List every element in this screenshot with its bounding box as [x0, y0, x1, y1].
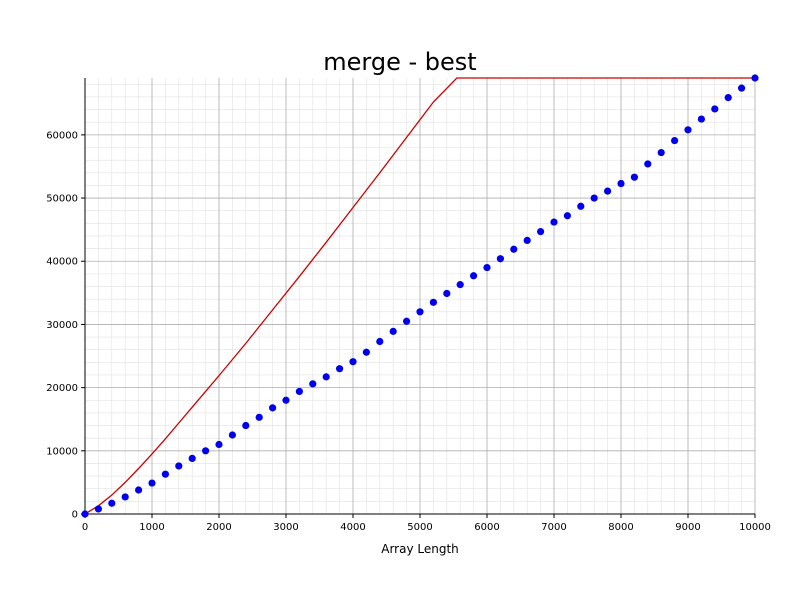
data-point [215, 440, 223, 449]
data-point [322, 373, 330, 381]
data-point [336, 365, 344, 373]
y-tick-label: 20000 [46, 383, 78, 394]
data-point [94, 505, 102, 513]
data-point [269, 404, 277, 412]
data-point [202, 447, 210, 455]
data-point [644, 160, 652, 168]
data-point [228, 431, 236, 439]
x-tick-label: 6000 [474, 522, 499, 533]
data-point [738, 84, 746, 92]
data-point [590, 194, 598, 202]
data-point [684, 126, 692, 134]
x-tick-label: 9000 [675, 522, 700, 533]
data-point [496, 255, 504, 263]
chart-title: merge - best [323, 48, 476, 76]
data-point [671, 136, 679, 145]
data-point [161, 470, 169, 478]
y-tick-label: 60000 [46, 130, 78, 141]
data-point [483, 263, 491, 272]
data-point [121, 493, 129, 501]
data-point [456, 281, 464, 289]
data-point [523, 236, 531, 244]
data-point [389, 327, 397, 335]
x-tick-label: 4000 [340, 522, 365, 533]
y-tick-label: 50000 [46, 194, 78, 205]
data-point [697, 115, 706, 123]
data-point [255, 413, 263, 421]
data-point [403, 317, 411, 325]
y-tick-label: 0 [72, 510, 78, 521]
data-point [282, 396, 290, 404]
data-point [470, 272, 478, 280]
data-point [188, 454, 196, 462]
y-tick-label: 40000 [46, 257, 78, 268]
series-layer [81, 74, 759, 518]
data-point [630, 173, 639, 181]
x-tick-label: 10000 [739, 522, 771, 533]
x-tick-label: 7000 [541, 522, 566, 533]
x-tick-label: 2000 [206, 522, 231, 533]
data-point [604, 187, 612, 195]
data-point [376, 337, 384, 346]
data-point [295, 387, 303, 396]
data-point [416, 308, 424, 316]
data-point [309, 380, 317, 388]
data-point [563, 212, 572, 220]
data-point [81, 510, 89, 518]
data-point [148, 479, 156, 487]
data-point [108, 499, 116, 507]
data-point [135, 486, 143, 494]
x-tick-label: 0 [82, 522, 88, 533]
data-point [429, 298, 437, 306]
series-line-reference [84, 77, 755, 515]
data-point [657, 148, 665, 157]
data-point [537, 227, 545, 236]
major-grid [84, 78, 756, 515]
y-tick-label: 30000 [46, 320, 78, 331]
x-tick-label: 3000 [273, 522, 298, 533]
x-tick-label: 5000 [407, 522, 432, 533]
data-point [751, 74, 759, 82]
x-axis-label: Array Length [381, 542, 459, 556]
data-point [577, 202, 585, 210]
data-point [362, 348, 370, 356]
data-point [711, 105, 719, 113]
data-point [617, 179, 625, 188]
data-point [349, 358, 357, 366]
data-point [510, 245, 518, 253]
data-point [724, 93, 732, 102]
data-point [443, 289, 451, 298]
data-point [175, 462, 183, 470]
data-point [550, 218, 558, 226]
data-point [242, 421, 250, 430]
x-tick-label: 8000 [608, 522, 633, 533]
x-axis-ticks: 0 1000 2000 3000 4000 5000 6000 7000 8000 9000 100… [82, 514, 771, 533]
y-axis-ticks: 0 10000 20000 30000 40000 50000 60000 [46, 130, 85, 521]
y-tick-label: 10000 [46, 446, 78, 457]
x-tick-label: 1000 [139, 522, 164, 533]
